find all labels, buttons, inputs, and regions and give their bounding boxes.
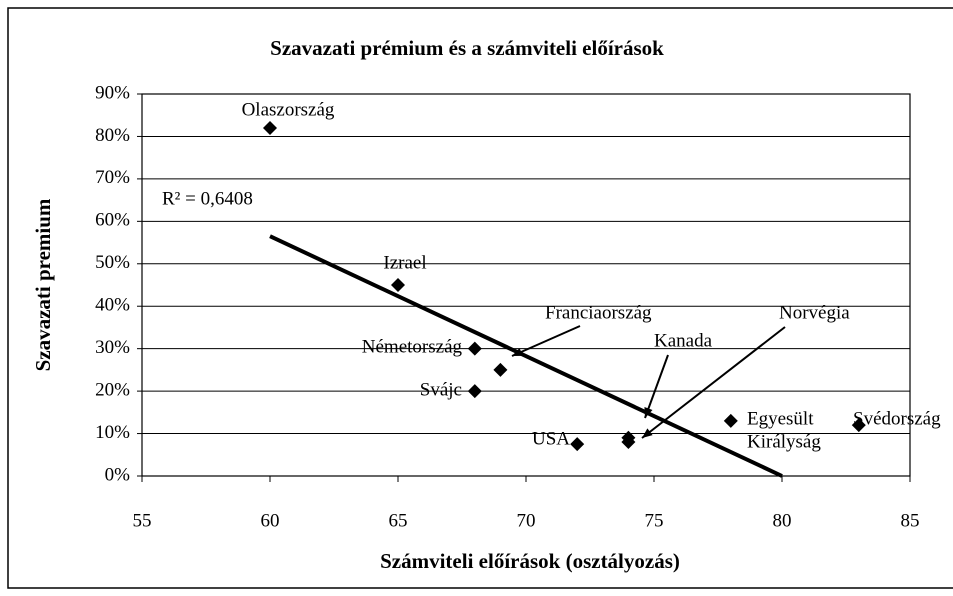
point-label: Franciaország (545, 302, 652, 323)
point (621, 435, 636, 450)
point-label: Németország (362, 336, 463, 357)
x-tick-label: 80 (773, 510, 792, 531)
point (391, 278, 405, 292)
point (570, 437, 585, 452)
x-tick-label: 65 (389, 510, 408, 531)
point (467, 341, 482, 356)
point (493, 362, 508, 377)
point-label: Királyság (747, 431, 821, 452)
trendline-annotation: R² = 0,6408 (162, 188, 253, 209)
y-tick-label: 10% (95, 422, 130, 443)
callout-arrowhead (644, 407, 653, 418)
y-tick-label: 80% (95, 125, 130, 146)
point-label: Izrael (383, 252, 426, 273)
y-tick-label: 40% (95, 295, 130, 316)
callout-line (641, 326, 786, 439)
point (723, 413, 738, 428)
x-tick-label: 60 (261, 510, 280, 531)
x-tick-label: 75 (645, 510, 664, 531)
point (467, 384, 482, 399)
point-label: Kanada (654, 330, 713, 351)
chart-frame (7, 7, 953, 589)
trendline (269, 234, 783, 478)
chart-title: Szavazati prémium és a számviteli előírá… (270, 36, 664, 60)
point-label: USA (532, 428, 570, 449)
point (851, 418, 866, 433)
point-label: Svájc (420, 379, 462, 400)
x-axis-label: Számviteli előírások (osztályozás) (380, 549, 680, 573)
callout-line (644, 354, 669, 419)
point-label: Egyesült (747, 408, 814, 429)
point-label: Olaszország (242, 99, 335, 120)
y-tick-label: 20% (95, 379, 130, 400)
y-tick-label: 90% (95, 82, 130, 103)
point (263, 120, 277, 135)
callout-arrowhead (642, 428, 653, 438)
y-tick-label: 70% (95, 167, 130, 188)
point-label: Svédország (853, 408, 941, 429)
x-tick-label: 85 (901, 510, 920, 531)
y-axis-label: Szavazati premium (31, 198, 55, 371)
x-tick-label: 55 (133, 510, 152, 531)
y-tick-label: 0% (105, 464, 131, 485)
y-tick-label: 50% (95, 252, 130, 273)
callout-line (511, 325, 581, 357)
x-tick-label: 70 (517, 510, 536, 531)
callout-arrowhead (512, 347, 523, 356)
y-tick-label: 60% (95, 210, 130, 231)
point-label: Norvégia (779, 302, 850, 323)
y-tick-label: 30% (95, 337, 130, 358)
plot-area (141, 93, 911, 477)
